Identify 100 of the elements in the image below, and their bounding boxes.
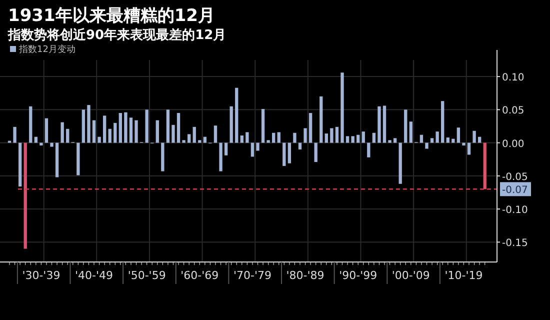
bar <box>378 106 381 143</box>
x-tick-label: '80-'89 <box>286 269 324 282</box>
bar <box>24 142 27 249</box>
x-tick-label: '10-'19 <box>444 269 483 282</box>
x-tick-label: '40-'49 <box>75 269 114 282</box>
bar <box>478 136 482 143</box>
bar <box>176 112 180 143</box>
bar <box>388 140 392 143</box>
bar <box>219 142 222 172</box>
bar <box>261 109 265 143</box>
bar <box>29 106 32 143</box>
bar <box>398 142 402 184</box>
bar <box>351 136 354 143</box>
bar <box>108 128 112 143</box>
bar <box>55 142 59 178</box>
bar <box>92 120 96 143</box>
bar <box>76 142 80 176</box>
bar <box>214 126 218 143</box>
bar <box>436 132 439 143</box>
x-tick-label: '90-'99 <box>339 269 378 282</box>
bar <box>13 126 16 143</box>
bar <box>34 136 38 143</box>
bar <box>382 106 386 143</box>
bar <box>282 142 286 166</box>
y-tick-label: 0.10 <box>502 72 524 84</box>
bar <box>293 132 296 143</box>
bar <box>166 110 170 143</box>
bar <box>356 134 360 143</box>
bar <box>452 138 455 143</box>
bar <box>40 142 43 146</box>
bar <box>272 132 276 143</box>
bar <box>330 128 334 143</box>
bar <box>483 142 486 190</box>
y-tick-label: -0.15 <box>502 238 528 250</box>
bar <box>134 120 138 143</box>
bar <box>102 116 106 143</box>
legend: 指数12月变动 <box>10 45 76 55</box>
bar <box>462 142 466 146</box>
bar <box>172 124 175 143</box>
bar <box>467 142 471 155</box>
bar <box>250 142 254 157</box>
bar <box>362 132 365 143</box>
bar <box>145 110 148 143</box>
bar <box>82 110 86 143</box>
legend-label: 指数12月变动 <box>18 44 76 55</box>
bar <box>324 134 328 143</box>
bar <box>420 134 424 143</box>
bar <box>393 138 397 143</box>
ref-line-label: -0.07 <box>502 185 528 196</box>
bar <box>182 140 186 143</box>
bar <box>256 142 260 151</box>
bar <box>277 132 280 143</box>
bar <box>372 132 376 143</box>
bar <box>240 136 244 143</box>
bar <box>456 128 460 143</box>
bar <box>66 128 70 143</box>
bar <box>230 106 233 143</box>
bar <box>266 140 270 143</box>
bar <box>425 142 428 149</box>
bar <box>87 105 90 143</box>
bar <box>192 126 196 143</box>
bar <box>44 118 48 143</box>
y-tick-label: -0.05 <box>502 172 528 183</box>
bar <box>346 136 350 143</box>
bar <box>308 112 312 143</box>
bar <box>335 126 339 143</box>
x-tick-label: '70-'79 <box>233 269 272 282</box>
y-tick-label: -0.10 <box>502 205 528 216</box>
bar <box>472 130 476 143</box>
chart-subtitle: 指数势将创近90年来表现最差的12月 <box>7 27 226 43</box>
bar <box>298 142 302 150</box>
bar <box>18 142 22 186</box>
bar <box>235 88 238 143</box>
bar <box>114 122 117 143</box>
bar <box>187 134 191 143</box>
x-tick-label: '60-'69 <box>180 269 219 282</box>
bar <box>203 136 207 143</box>
bar <box>409 122 412 143</box>
bar <box>340 72 344 143</box>
bar <box>118 112 122 143</box>
bar <box>441 101 444 143</box>
x-tick-label: '50-'59 <box>128 269 166 282</box>
bar <box>304 128 307 143</box>
bar <box>314 142 318 162</box>
bar <box>98 136 101 143</box>
bar <box>198 140 202 143</box>
bar <box>50 142 54 147</box>
bar <box>60 122 64 143</box>
bar <box>124 112 128 143</box>
bar <box>320 96 323 143</box>
y-tick-label: 0.00 <box>502 138 524 150</box>
bar <box>246 132 249 143</box>
bar <box>430 138 434 143</box>
bar <box>161 142 164 172</box>
bar <box>224 142 228 156</box>
bar <box>129 118 133 143</box>
bar <box>404 110 408 143</box>
x-tick-label: '00-'09 <box>392 269 430 282</box>
bar <box>288 142 292 164</box>
bar <box>367 142 370 158</box>
